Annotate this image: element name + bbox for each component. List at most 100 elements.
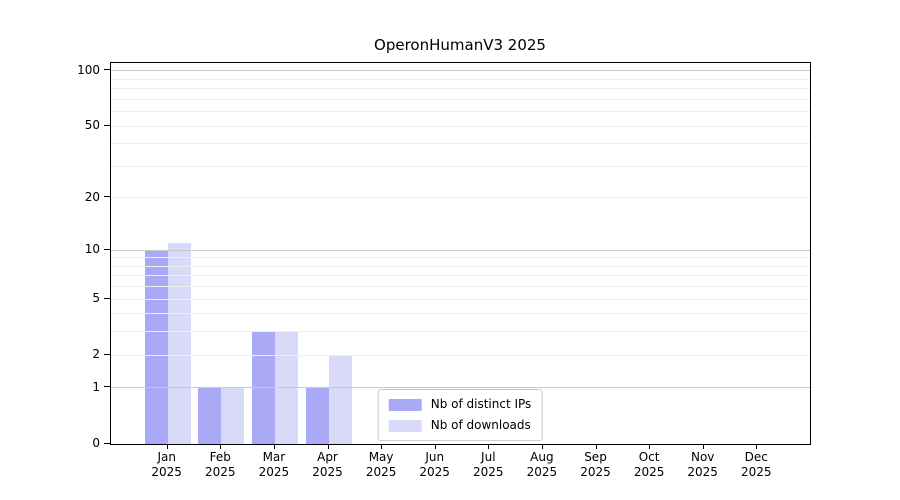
y-tick-5 [104, 297, 110, 299]
gridline-y-80 [111, 88, 810, 90]
x-tick-nov [702, 444, 704, 449]
y-tick-label-10: 10 [84, 242, 100, 257]
x-tick-month: Jun [425, 450, 445, 464]
chart-title: OperonHumanV3 2025 [374, 36, 546, 54]
x-tick-dec [756, 444, 758, 449]
x-tick-jul [488, 444, 490, 449]
x-tick-year: 2025 [151, 465, 182, 479]
legend-swatch-distinct-ips-icon [388, 398, 422, 411]
x-tick-month: Jan [157, 450, 176, 464]
y-tick-1 [104, 386, 110, 388]
x-tick-may [381, 444, 383, 449]
x-tick-month: Mar [262, 450, 286, 464]
legend-item-downloads: Nb of downloads [388, 418, 532, 433]
y-tick-label-2: 2 [92, 347, 100, 362]
x-tick-month: Dec [744, 450, 768, 464]
gridline-y-20 [111, 197, 810, 199]
x-tick-label-jan: Jan 2025 [135, 450, 199, 480]
bar-downloads-mar [274, 331, 298, 444]
x-tick-year: 2025 [205, 465, 236, 479]
y-tick-2 [104, 353, 110, 355]
legend-label-downloads: Nb of downloads [430, 418, 531, 432]
gridline-y-4 [111, 313, 810, 315]
x-tick-jun [434, 444, 436, 449]
x-tick-label-apr: Apr 2025 [296, 450, 360, 480]
bar-downloads-apr [328, 355, 352, 444]
x-tick-label-aug: Aug 2025 [510, 450, 574, 480]
x-tick-label-sep: Sep 2025 [564, 450, 628, 480]
x-tick-label-jun: Jun 2025 [403, 450, 467, 480]
x-tick-month: Sep [584, 450, 607, 464]
gridline-y-70 [111, 98, 810, 100]
legend-label-distinct-ips: Nb of distinct IPs [430, 397, 532, 411]
x-tick-feb [220, 444, 222, 449]
x-tick-month: May [368, 450, 394, 464]
gridline-y-5 [111, 298, 810, 300]
x-tick-label-may: May 2025 [349, 450, 413, 480]
legend: Nb of distinct IPs Nb of downloads [377, 389, 543, 441]
x-tick-year: 2025 [473, 465, 504, 479]
gridline-y-9 [111, 257, 810, 259]
y-tick-label-0: 0 [92, 436, 100, 450]
y-tick-20 [104, 196, 110, 198]
x-tick-year: 2025 [741, 465, 772, 479]
x-tick-oct [649, 444, 651, 449]
gridline-y-90 [111, 78, 810, 80]
gridline-y-10 [111, 249, 810, 251]
gridline-y-40 [111, 143, 810, 145]
gridline-y-7 [111, 275, 810, 277]
x-tick-label-dec: Dec 2025 [724, 450, 788, 480]
y-tick-label-5: 5 [92, 291, 100, 306]
x-tick-year: 2025 [312, 465, 343, 479]
x-tick-year: 2025 [633, 465, 665, 479]
bar-downloads-jan [167, 243, 191, 444]
x-tick-year: 2025 [258, 465, 290, 479]
gridline-y-100 [111, 70, 810, 72]
x-tick-jan [166, 444, 168, 449]
x-tick-year: 2025 [526, 465, 558, 479]
x-tick-year: 2025 [419, 465, 450, 479]
x-tick-sep [595, 444, 597, 449]
x-tick-month: Feb [209, 450, 231, 464]
y-tick-0 [104, 442, 110, 444]
x-tick-aug [541, 444, 543, 449]
x-tick-month: Apr [317, 450, 338, 464]
bar-distinct-ips-mar [251, 331, 275, 444]
plot-area [110, 62, 811, 445]
x-tick-label-oct: Oct 2025 [617, 450, 681, 480]
y-tick-label-50: 50 [84, 118, 100, 133]
x-tick-label-mar: Mar 2025 [242, 450, 306, 480]
y-tick-label-100: 100 [77, 62, 100, 77]
y-tick-label-1: 1 [92, 379, 100, 394]
x-tick-year: 2025 [687, 465, 718, 479]
gridline-y-8 [111, 265, 810, 267]
gridline-y-60 [111, 111, 810, 113]
gridline-y-2 [111, 354, 810, 356]
y-tick-100 [104, 69, 110, 71]
bar-distinct-ips-apr [305, 387, 329, 444]
x-tick-year: 2025 [365, 465, 397, 479]
y-tick-label-20: 20 [84, 189, 100, 204]
x-tick-label-nov: Nov 2025 [671, 450, 735, 480]
x-tick-month: Aug [530, 450, 554, 464]
x-tick-apr [327, 444, 329, 449]
gridline-y-30 [111, 165, 810, 167]
x-tick-year: 2025 [580, 465, 611, 479]
gridline-y-50 [111, 125, 810, 127]
bar-downloads-feb [221, 387, 245, 444]
x-tick-label-feb: Feb 2025 [188, 450, 252, 480]
y-tick-50 [104, 124, 110, 126]
x-tick-label-jul: Jul 2025 [456, 450, 520, 480]
legend-swatch-downloads-icon [388, 419, 422, 432]
x-tick-month: Oct [638, 450, 660, 464]
x-tick-month: Nov [690, 450, 715, 464]
gridline-y-3 [111, 331, 810, 333]
x-tick-mar [273, 444, 275, 449]
bar-distinct-ips-feb [198, 387, 222, 444]
bar-distinct-ips-jan [144, 250, 168, 444]
gridline-y-6 [111, 286, 810, 288]
x-tick-month: Jul [481, 450, 496, 464]
y-tick-10 [104, 248, 110, 250]
legend-item-distinct-ips: Nb of distinct IPs [388, 397, 532, 412]
